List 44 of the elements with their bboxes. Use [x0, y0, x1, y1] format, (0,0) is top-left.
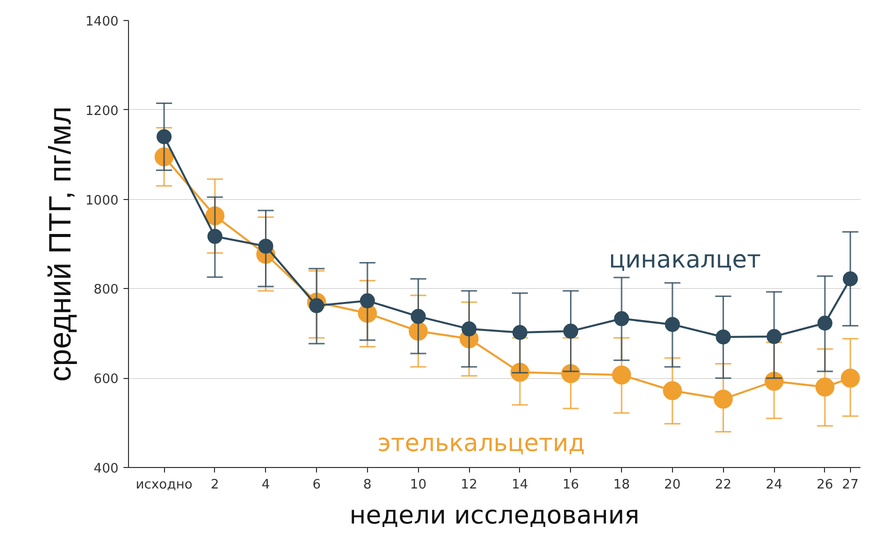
point	[410, 308, 426, 324]
point	[664, 316, 680, 332]
point	[714, 390, 733, 409]
point	[563, 324, 578, 339]
point	[840, 368, 860, 388]
point	[207, 228, 222, 244]
x-tick-label: 20	[664, 478, 681, 492]
point	[512, 325, 528, 340]
x-tick-label: 12	[460, 478, 478, 492]
x-tick-label: 6	[312, 478, 321, 492]
x-tick-label: 8	[363, 478, 372, 492]
point	[614, 311, 630, 326]
text: этелькальцетид	[378, 428, 585, 457]
series-label: цинакалцет	[608, 246, 761, 274]
point	[817, 316, 832, 331]
x-tick-label: 2	[210, 478, 220, 492]
x-tick-label: 24	[766, 478, 782, 492]
x-tick-label: 27	[842, 478, 859, 492]
x-tick-label: 26	[816, 478, 834, 492]
y-tick-label: 1000	[85, 193, 119, 208]
point	[716, 329, 731, 344]
x-tick-label: 4	[262, 478, 270, 492]
y-tick-label: 800	[94, 282, 119, 298]
point	[258, 238, 274, 254]
x-tick-label: 14	[512, 478, 528, 492]
point	[815, 378, 834, 397]
point	[360, 293, 375, 308]
y-tick-label: 400	[94, 462, 119, 476]
point	[662, 381, 682, 400]
point	[766, 329, 782, 344]
x-tick-label: 18	[613, 478, 630, 492]
x-tick-label: исходно	[136, 478, 192, 492]
x-tick-label: 10	[410, 478, 427, 492]
point	[842, 271, 858, 286]
point	[156, 129, 172, 144]
y-tick-label: 1200	[85, 104, 119, 119]
point	[612, 365, 632, 384]
y-tick-label: 1400	[85, 14, 119, 30]
y-axis-title: средний ПТГ, пг/мл	[42, 106, 78, 382]
x-tick-label: 22	[714, 478, 732, 492]
y-tick-label: 600	[94, 372, 119, 388]
x-tick-label: 16	[562, 478, 580, 492]
point	[462, 321, 477, 336]
x-axis-title: недели исследования	[350, 500, 640, 530]
